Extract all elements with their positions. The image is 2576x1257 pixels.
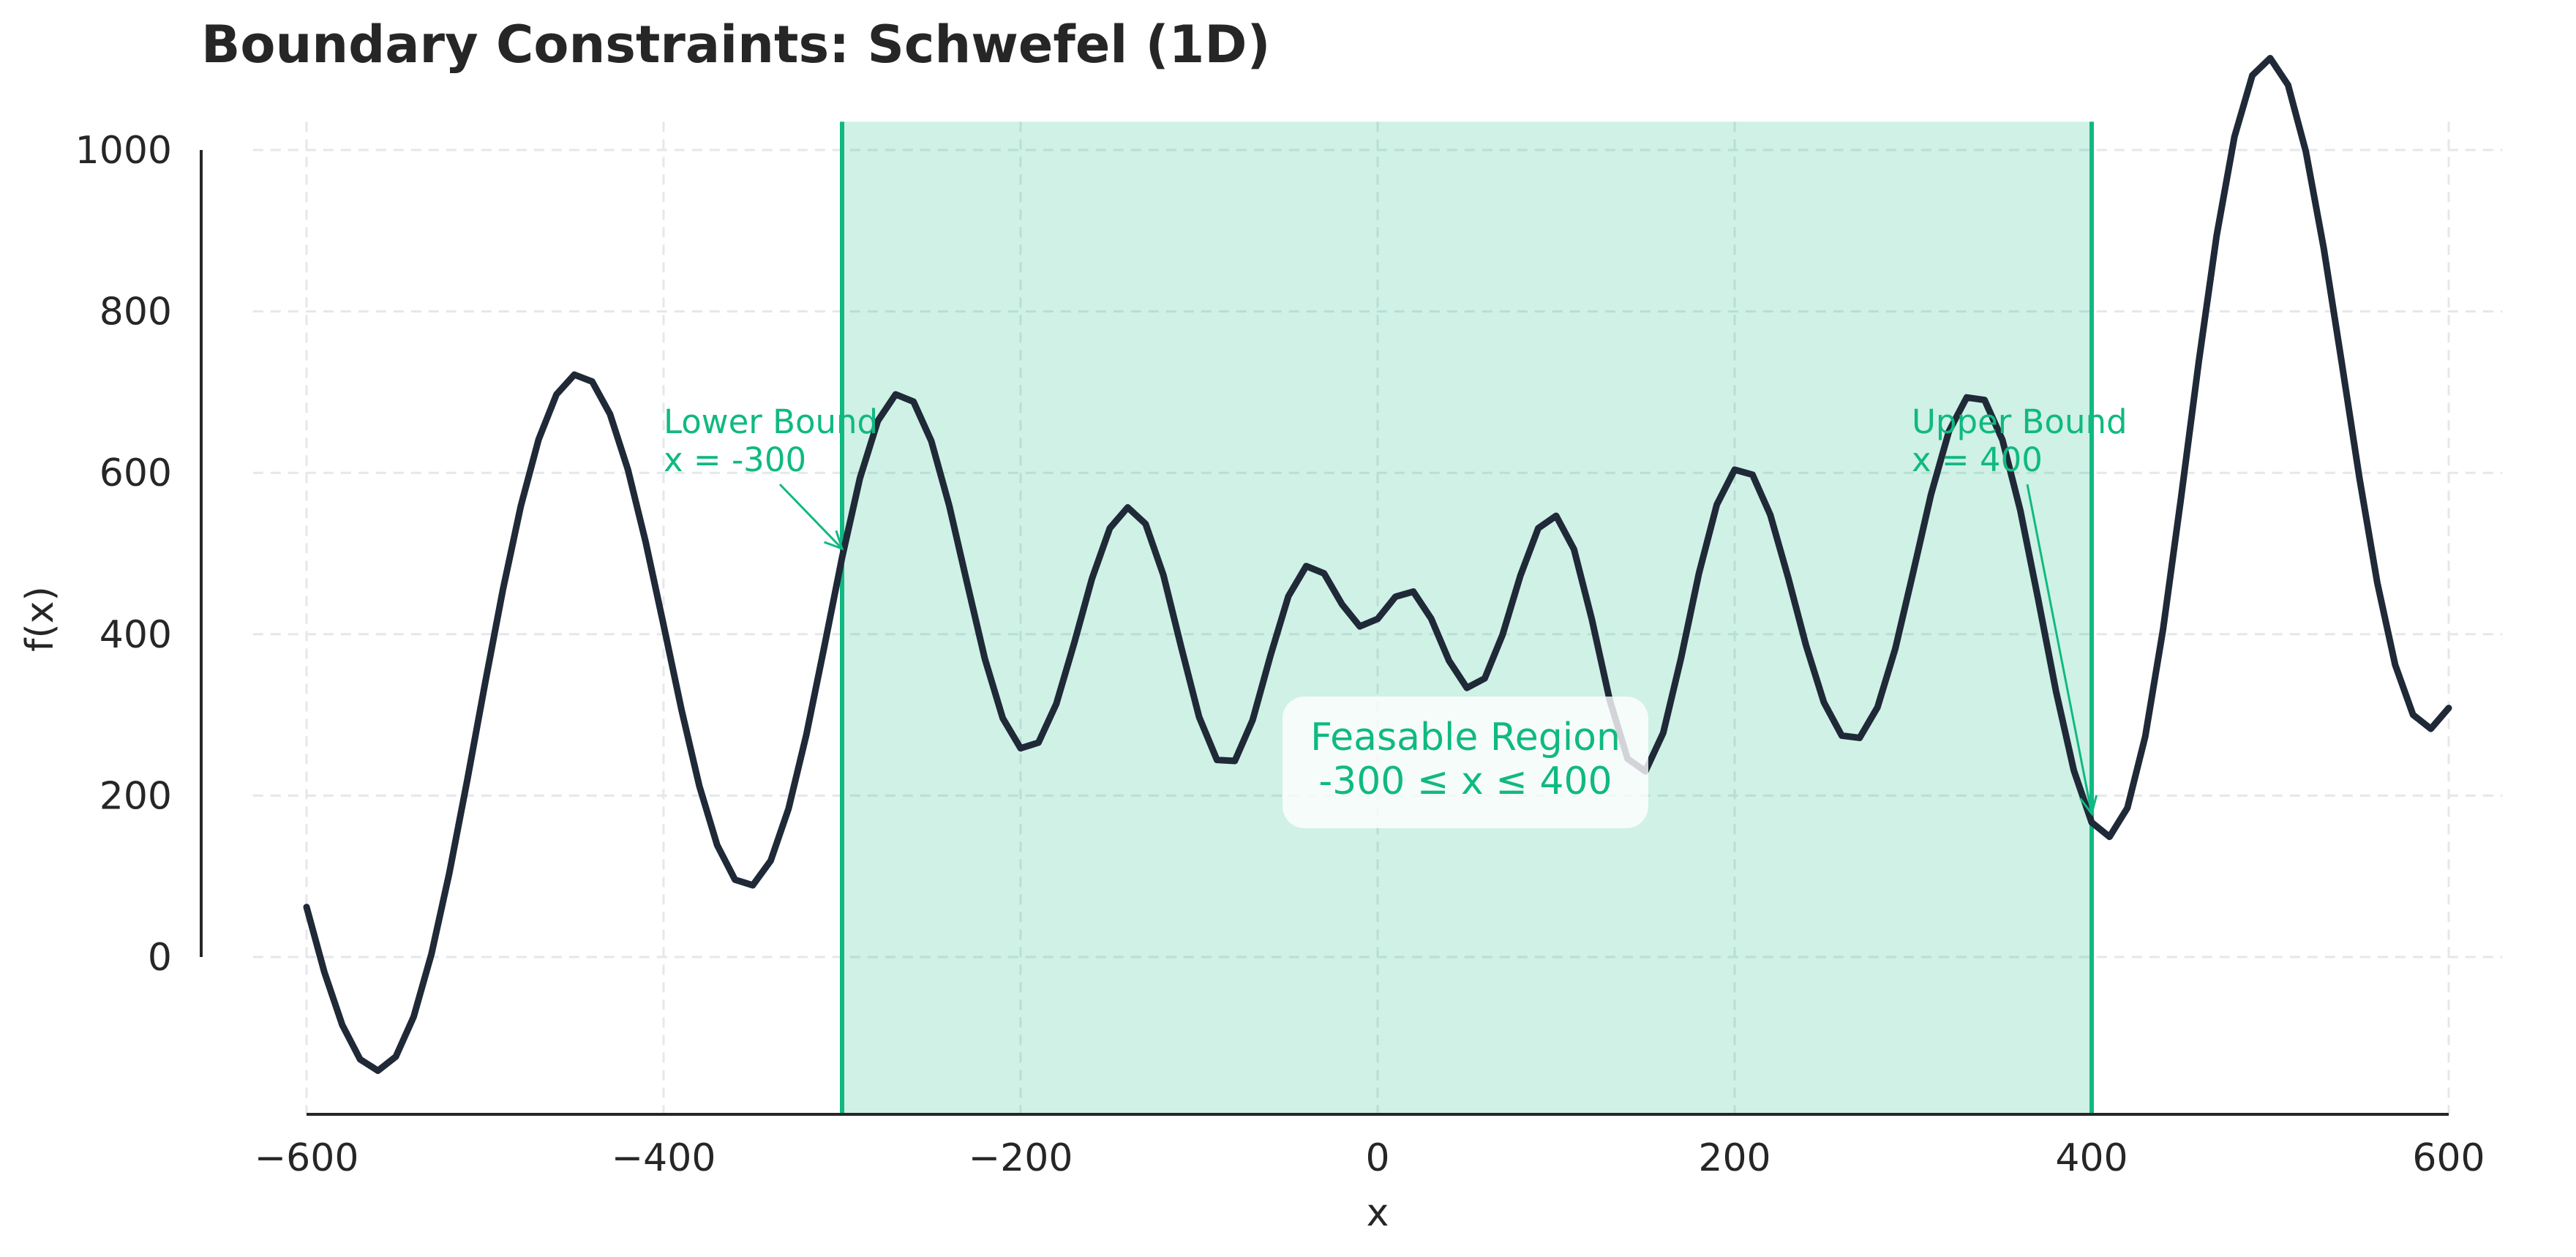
upper-bound-arrowhead [2079, 795, 2098, 817]
y-tick-labels: 0 200 400 600 800 1000 [75, 129, 172, 980]
y-tick-label: 1000 [75, 129, 172, 173]
x-tick-label: 400 [2055, 1136, 2128, 1180]
upper-bound-arrow [2026, 484, 2093, 814]
chart-title: Boundary Constraints: Schwefel (1D) [201, 15, 1270, 75]
axes [200, 150, 2449, 1116]
x-tick-label: 200 [1698, 1136, 1770, 1180]
y-axis-label: f(x) [18, 586, 62, 652]
y-tick-label: 800 [99, 290, 172, 334]
upper-bound-label: Upper Bound [1912, 402, 2128, 441]
lower-bound-arrowhead [824, 530, 844, 551]
x-tick-label: −200 [969, 1136, 1073, 1180]
y-tick-label: 200 [99, 774, 172, 818]
feasible-region-range: -300 ≤ x ≤ 400 [1318, 759, 1612, 803]
y-tick-label: 400 [99, 613, 172, 657]
x-tick-label: 600 [2412, 1136, 2485, 1180]
lower-bound-label: Lower Bound [664, 402, 878, 441]
x-axis-label: x [1367, 1191, 1389, 1235]
feasible-region-fill [842, 121, 2092, 1115]
x-tick-label: −600 [255, 1136, 359, 1180]
y-tick-label: 600 [99, 451, 172, 495]
lower-bound-value: x = -300 [664, 440, 806, 479]
lower-bound-arrow [778, 483, 844, 549]
x-tick-label: 0 [1365, 1136, 1389, 1180]
x-tick-labels: −600 −400 −200 0 200 400 600 [255, 1136, 2485, 1180]
y-tick-label: 0 [148, 936, 172, 980]
x-tick-label: −400 [612, 1136, 716, 1180]
feasible-region-title: Feasable Region [1310, 716, 1621, 759]
upper-bound-value: x = 400 [1912, 440, 2043, 479]
schwefel-curve [303, 55, 2452, 1074]
feasible-region-label-box [1283, 697, 1648, 828]
